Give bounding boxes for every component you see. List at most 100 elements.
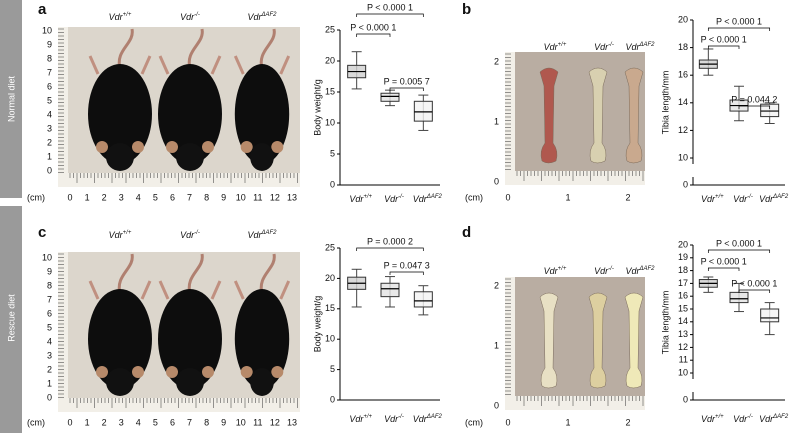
ruler-unit: (cm) <box>27 192 45 202</box>
y-tick-label: 16 <box>678 291 688 301</box>
group-superscript: +/+ <box>715 414 724 420</box>
y-tick-label: 15 <box>678 303 688 313</box>
bone <box>624 67 644 164</box>
ruler-label: 2 <box>102 417 107 427</box>
group-name: Vdr <box>544 266 559 276</box>
group-label: Vdr-/- <box>180 230 200 241</box>
group-name: Vdr <box>349 414 364 424</box>
y-tick-label: 0 <box>683 179 688 189</box>
group-name: Vdr <box>180 230 195 240</box>
group-superscript: -/- <box>608 266 614 272</box>
group-superscript: ΔAF2 <box>426 414 443 420</box>
ruler-label: 2 <box>494 280 499 290</box>
group-superscript: +/+ <box>363 194 372 200</box>
ruler-label: 2 <box>494 56 499 66</box>
ruler-label: 3 <box>119 417 124 427</box>
ruler-label: 8 <box>47 280 52 290</box>
ruler <box>58 27 68 187</box>
ruler-label: 10 <box>236 192 246 202</box>
group-name: Vdr <box>594 42 609 52</box>
y-tick-label: 12 <box>678 342 688 352</box>
ruler-label: 4 <box>47 109 52 119</box>
ruler-label: 2 <box>625 417 630 427</box>
y-tick-label: 11 <box>679 355 688 365</box>
group-name: Vdr <box>733 194 748 204</box>
y-tick-label: 20 <box>678 239 688 249</box>
group-superscript: +/+ <box>558 266 567 272</box>
mouse-tail <box>158 280 222 300</box>
p-value: P < 0.000 1 <box>350 22 396 32</box>
p-value: P = 0.005 7 <box>384 76 430 86</box>
mouse-ear <box>240 366 253 378</box>
mouse-body <box>88 289 152 389</box>
p-value: P < 0.000 1 <box>701 34 747 44</box>
ruler-label: 4 <box>47 336 52 346</box>
group-label: Vdr+/+ <box>349 414 372 425</box>
significance-bracket <box>707 27 771 31</box>
y-tick-label: 0 <box>683 394 688 404</box>
group-label: Vdr+/+ <box>544 42 567 53</box>
ruler-label: 1 <box>85 192 90 202</box>
p-value: P = 0.000 2 <box>367 236 413 246</box>
ruler-label: 7 <box>47 67 52 77</box>
ruler-label: 2 <box>625 192 630 202</box>
p-value: P < 0.000 1 <box>731 278 777 288</box>
group-label: Vdr+/+ <box>349 194 372 205</box>
group-name: Vdr <box>759 194 774 204</box>
mouse-body <box>158 64 222 164</box>
group-name: Vdr <box>247 230 262 240</box>
ruler <box>58 398 300 412</box>
mouse-tail <box>158 55 222 75</box>
y-tick-label: 18 <box>678 265 688 275</box>
y-tick-label: 0 <box>330 394 335 404</box>
ruler-label: 8 <box>47 53 52 63</box>
ruler-label: 3 <box>47 123 52 133</box>
y-tick-label: 15 <box>325 86 335 96</box>
group-name: Vdr <box>247 12 262 22</box>
ruler-label: 7 <box>47 294 52 304</box>
y-tick-label: 15 <box>325 303 335 313</box>
group-label: VdrΔAF2 <box>247 230 277 241</box>
ruler-label: 11 <box>253 192 262 202</box>
ruler-label: 2 <box>47 137 52 147</box>
group-label: Vdr+/+ <box>109 230 132 241</box>
p-value: P < 0.000 1 <box>716 238 762 248</box>
group-name: Vdr <box>759 414 774 424</box>
group-superscript: +/+ <box>123 12 132 18</box>
ruler-unit: (cm) <box>27 417 45 427</box>
p-value: P = 0.044 2 <box>731 94 777 104</box>
group-name: Vdr <box>384 414 399 424</box>
y-tick-label: 14 <box>678 97 688 107</box>
group-label: Vdr+/+ <box>544 266 567 277</box>
group-name: Vdr <box>180 12 195 22</box>
ruler <box>505 171 645 185</box>
mouse-ear <box>96 141 108 153</box>
ruler-label: 13 <box>287 192 297 202</box>
mouse-tail <box>88 55 152 75</box>
row-band <box>0 0 22 198</box>
group-superscript: +/+ <box>715 194 724 200</box>
group-superscript: -/- <box>747 414 753 420</box>
ruler-label: 0 <box>47 392 52 402</box>
y-tick-label: 10 <box>678 367 688 377</box>
group-superscript: ΔAF2 <box>638 266 655 272</box>
ruler-label: 1 <box>47 378 52 388</box>
mouse-ear <box>240 141 253 153</box>
y-axis-label: Body weight/g <box>312 79 322 136</box>
box <box>760 103 780 118</box>
panel-letter: c <box>38 224 46 241</box>
ruler-label: 1 <box>47 151 52 161</box>
significance-bracket <box>356 247 424 251</box>
box <box>729 291 749 304</box>
group-superscript: ΔAF2 <box>260 12 277 18</box>
box <box>760 308 780 323</box>
ruler-label: 8 <box>204 417 209 427</box>
mouse-body <box>88 64 152 164</box>
group-label: Vdr+/+ <box>701 194 724 205</box>
ruler <box>505 52 515 185</box>
y-tick-label: 10 <box>678 152 688 162</box>
y-tick-label: 13 <box>678 329 688 339</box>
ruler-label: 9 <box>47 39 52 49</box>
ruler-label: 1 <box>565 417 570 427</box>
